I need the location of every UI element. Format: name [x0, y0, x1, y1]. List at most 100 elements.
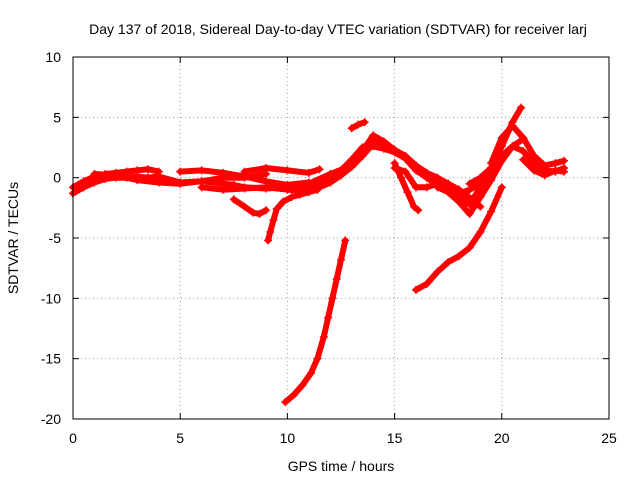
data-point [90, 178, 99, 187]
data-point [79, 183, 88, 192]
data-series [519, 155, 568, 180]
data-point [444, 188, 453, 197]
data-point [414, 206, 423, 215]
data-point [476, 183, 485, 192]
data-point [269, 215, 278, 224]
data-series [487, 121, 568, 170]
data-point [283, 184, 292, 193]
x-tick-label: 20 [494, 430, 510, 446]
data-point [240, 184, 249, 193]
data-point [379, 144, 388, 153]
data-point [347, 124, 356, 133]
x-tick-label: 15 [387, 430, 403, 446]
data-point [559, 156, 568, 165]
data-point [272, 205, 281, 214]
data-series [347, 118, 369, 133]
data-point [289, 390, 298, 399]
data-point [176, 178, 185, 187]
data-point [360, 118, 369, 127]
y-tick-label: 5 [53, 109, 61, 125]
data-point [497, 151, 506, 160]
data-point [497, 183, 506, 192]
data-point [281, 398, 290, 407]
data-point [261, 206, 270, 215]
data-series [412, 183, 506, 294]
data-series [390, 159, 423, 215]
data-point [454, 185, 463, 194]
data-point [454, 197, 463, 206]
data-point [337, 255, 345, 264]
data-point [197, 166, 206, 175]
data-point [240, 202, 249, 211]
y-tick-label: -5 [49, 230, 62, 246]
data-point [313, 354, 322, 363]
data-series [281, 236, 350, 407]
data-point [111, 171, 120, 180]
data-series [229, 195, 270, 218]
series-line [230, 196, 269, 217]
data-point [529, 159, 538, 168]
data-point [341, 236, 350, 245]
data-point [304, 186, 313, 195]
data-point [476, 227, 485, 236]
data-point [154, 172, 163, 181]
data-point [379, 137, 388, 146]
data-point [529, 151, 538, 160]
data-point [347, 155, 356, 164]
data-point [324, 313, 333, 322]
data-point [176, 167, 185, 176]
data-point [369, 131, 378, 140]
data-point [304, 168, 313, 177]
x-tick-label: 25 [601, 430, 617, 446]
axis-ticks: 0 5 10 15 20 25 10 5 0 -5 -10 -15 -20 [41, 49, 617, 446]
data-series [264, 185, 322, 245]
data-point [433, 183, 442, 192]
data-point [133, 174, 142, 183]
data-point [326, 173, 335, 182]
data-series [240, 164, 324, 177]
data-point [465, 243, 474, 252]
data-point [219, 185, 228, 194]
data-point [397, 173, 406, 182]
data-point [306, 369, 315, 378]
data-point [540, 161, 549, 170]
y-tick-label: -20 [41, 411, 61, 427]
data-point [444, 258, 453, 267]
data-point [332, 275, 341, 284]
data-point [255, 209, 264, 218]
data-point [422, 173, 431, 182]
data-point [487, 159, 496, 168]
data-point [287, 192, 296, 201]
data-point [529, 166, 538, 175]
series-line [282, 237, 349, 406]
grid-lines [73, 57, 609, 419]
data-point [266, 227, 275, 236]
data-point [487, 176, 496, 185]
data-point [337, 166, 345, 175]
data-point [412, 183, 421, 192]
y-tick-label: 10 [45, 49, 61, 65]
data-point [422, 183, 431, 192]
data-point [390, 164, 399, 173]
data-point [294, 188, 303, 197]
data-point [412, 166, 421, 175]
data-point [390, 148, 399, 157]
chart-title: Day 137 of 2018, Sidereal Day-to-day VTE… [89, 21, 587, 37]
data-point [551, 166, 560, 175]
data-point [279, 197, 288, 206]
data-point [144, 165, 153, 174]
data-traces [69, 103, 568, 407]
data-point [454, 252, 463, 261]
data-point [422, 279, 431, 288]
data-point [540, 171, 549, 180]
data-point [476, 173, 485, 182]
x-tick-label: 5 [176, 430, 184, 446]
data-point [409, 202, 418, 211]
data-point [519, 147, 528, 156]
data-point [249, 208, 258, 217]
x-tick-label: 10 [280, 430, 296, 446]
data-point [517, 103, 526, 112]
data-point [261, 183, 270, 192]
data-point [219, 168, 228, 177]
